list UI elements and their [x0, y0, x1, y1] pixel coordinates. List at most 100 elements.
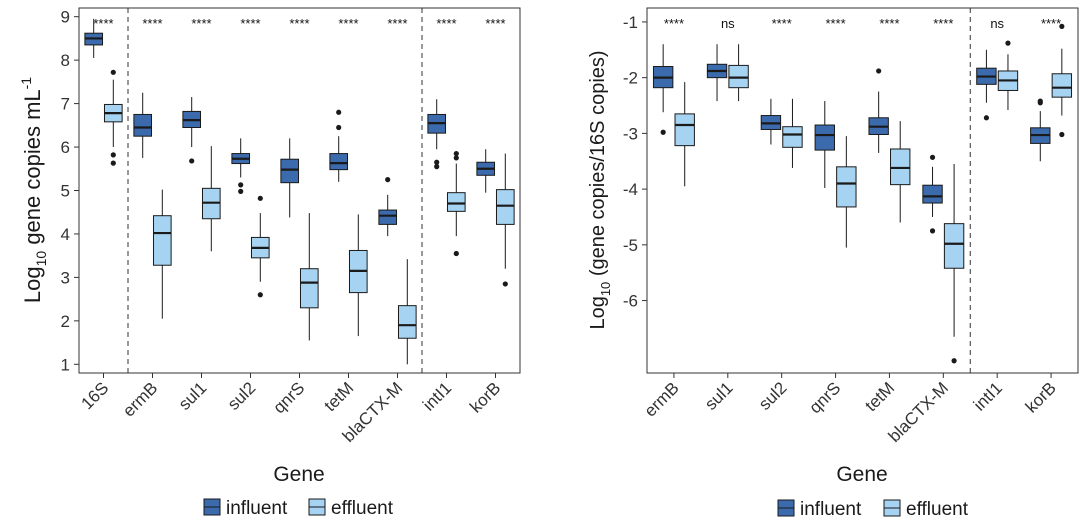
y-tick-label: 5	[61, 182, 70, 201]
outlier-point	[336, 109, 342, 115]
y-tick-label: -4	[623, 180, 638, 199]
significance-label: ****	[485, 16, 505, 31]
legend-label-influent: influent	[800, 499, 862, 519]
outlier-point	[1005, 40, 1011, 46]
significance-label: ****	[825, 16, 845, 31]
x-axis-title-right: Gene	[836, 463, 887, 486]
outlier-point	[110, 152, 116, 158]
significance-label: ****	[879, 16, 899, 31]
outlier-point	[336, 124, 342, 131]
outlier-point	[951, 358, 957, 364]
outlier-point	[257, 195, 263, 201]
box-body	[495, 189, 515, 225]
x-tick-label: sul1	[701, 378, 736, 413]
y-tick-label: -5	[623, 236, 638, 255]
significance-label: ****	[387, 16, 407, 31]
outlier-point	[257, 292, 263, 298]
x-tick-label: sul1	[175, 378, 210, 413]
box-effluent	[1051, 23, 1073, 138]
significance-label: ns	[721, 16, 735, 31]
x-tick-label: intI1	[419, 378, 455, 414]
x-tick-label: tetM	[321, 378, 358, 415]
y-tick-label: -6	[623, 292, 638, 311]
box-body	[378, 209, 398, 225]
outlier-point	[238, 188, 244, 194]
box-effluent	[836, 136, 857, 248]
outlier-point	[929, 228, 936, 234]
x-tick-label: qnrS	[806, 378, 845, 417]
box-effluent	[728, 44, 749, 102]
box-body	[280, 158, 300, 184]
y-tick-label: 1	[61, 355, 70, 374]
outlier-point	[1059, 131, 1065, 138]
box-body	[943, 223, 965, 269]
box-influent	[378, 177, 398, 237]
legend-left: influent effluent	[203, 498, 394, 519]
significance-label: ****	[142, 16, 162, 31]
x-tick-label: sul2	[755, 378, 790, 413]
y-tick-label: 9	[61, 8, 70, 27]
box-influent	[427, 99, 447, 170]
box-body	[329, 153, 349, 171]
box-effluent	[299, 213, 319, 341]
legend-right: influent effluent	[777, 499, 969, 519]
box-effluent	[997, 40, 1019, 110]
box-influent	[1030, 98, 1051, 162]
box-effluent	[495, 153, 515, 287]
plot-frame-left	[78, 7, 521, 374]
outlier-point	[385, 177, 391, 183]
significance-label: ****	[1041, 16, 1061, 31]
x-tick-label: sul2	[224, 378, 259, 413]
x-tick-label: 16S	[78, 378, 113, 413]
significance-label: ****	[664, 16, 684, 31]
x-tick-label: korB	[466, 378, 504, 416]
legend-label-effluent: effluent	[906, 499, 969, 519]
box-body	[890, 148, 911, 186]
outlier-point	[929, 154, 936, 160]
x-tick-label: tetM	[861, 378, 898, 415]
box-effluent	[397, 259, 417, 365]
box-influent	[760, 98, 782, 145]
box-effluent	[250, 195, 270, 298]
x-axis-title-left: Gene	[273, 463, 324, 486]
box-effluent	[446, 150, 466, 257]
y-tick-label: 4	[61, 225, 70, 244]
outlier-point	[1059, 23, 1065, 29]
y-tick-label: 7	[61, 95, 70, 114]
outlier-point	[110, 69, 116, 75]
outlier-point	[189, 158, 195, 164]
x-tick-label: qnrS	[269, 378, 308, 417]
box-influent	[329, 109, 349, 182]
y-tick-label: 8	[61, 51, 70, 70]
significance-label: ****	[933, 16, 953, 31]
box-body	[1051, 73, 1073, 98]
box-body	[397, 305, 417, 339]
x-tick-label: korB	[1022, 378, 1060, 416]
y-tick-label: -3	[623, 124, 638, 143]
box-body	[836, 166, 857, 208]
box-influent	[84, 18, 104, 58]
y-axis-title-right: Log10 (gene copies/16S copies)	[587, 50, 613, 329]
y-tick-label: -1	[623, 13, 638, 32]
outlier-point	[876, 68, 882, 74]
y-tick-label: 2	[61, 312, 70, 331]
box-body	[152, 215, 172, 266]
box-influent	[976, 49, 997, 121]
box-effluent	[152, 189, 172, 319]
outlier-point	[453, 250, 459, 257]
box-body	[728, 64, 749, 89]
box-influent	[133, 92, 153, 158]
box-effluent	[782, 98, 803, 168]
outlier-point	[434, 164, 440, 170]
box-effluent	[348, 214, 368, 337]
outlier-point	[238, 182, 244, 188]
box-influent	[922, 154, 943, 234]
box-influent	[280, 138, 300, 218]
box-body	[299, 268, 319, 309]
box-effluent	[674, 82, 695, 187]
outlier-point	[1037, 100, 1043, 106]
box-influent	[231, 138, 251, 194]
